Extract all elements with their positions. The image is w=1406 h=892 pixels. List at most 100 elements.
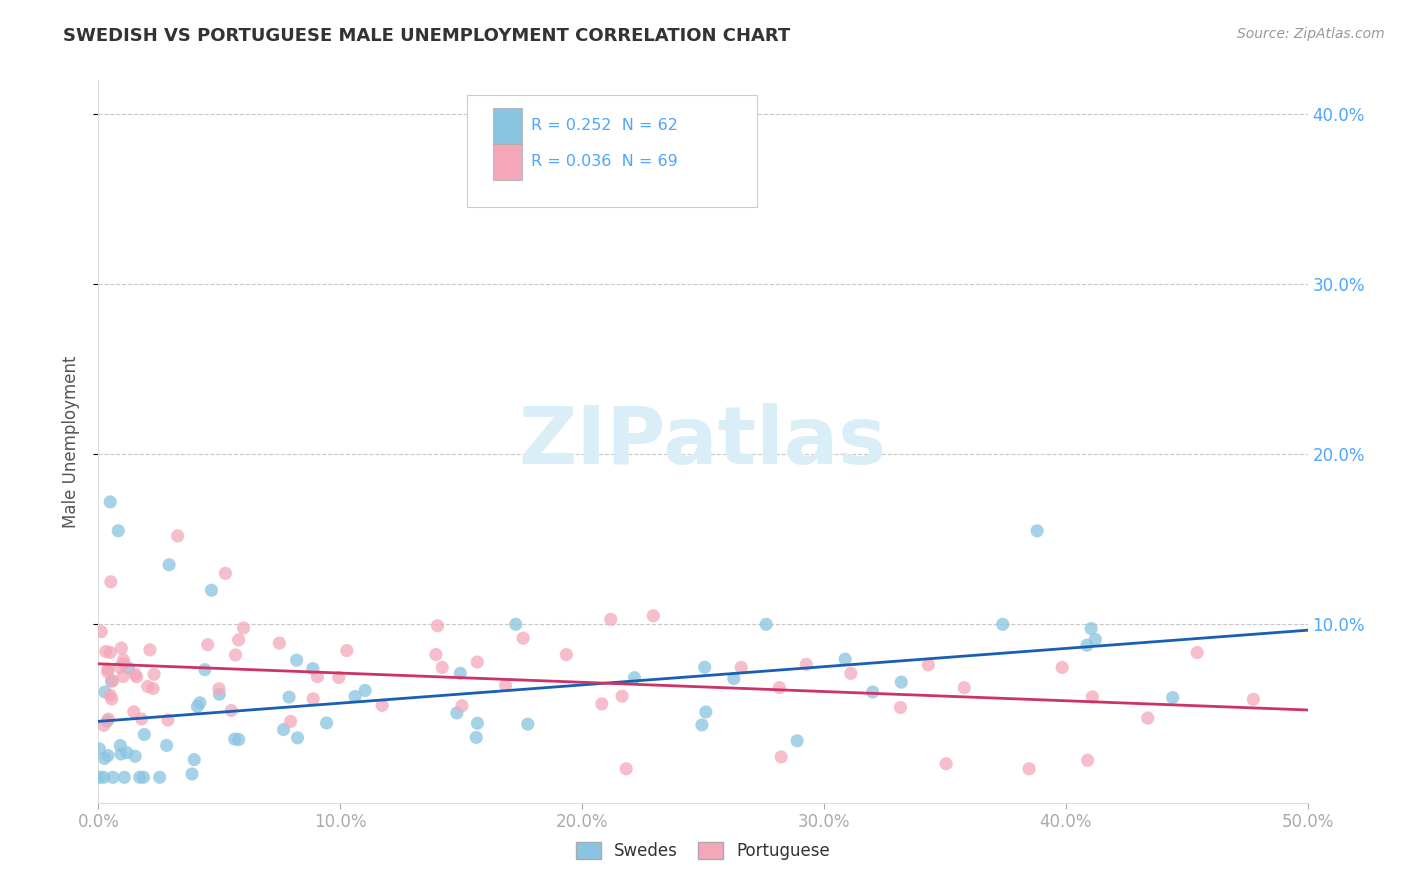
Point — [301, 662, 323, 676]
Point — [181, 767, 204, 781]
Point — [1241, 692, 1264, 706]
Point — [96, 714, 118, 728]
Text: Source: ZipAtlas.com: Source: ZipAtlas.com — [1237, 27, 1385, 41]
Point — [98, 495, 121, 509]
Point — [139, 643, 162, 657]
Point — [143, 667, 166, 681]
Point — [451, 698, 474, 713]
Point — [278, 690, 301, 705]
FancyBboxPatch shape — [492, 108, 522, 144]
Point — [110, 747, 132, 761]
Point — [307, 670, 329, 684]
Point — [643, 608, 665, 623]
Point — [183, 753, 205, 767]
Point — [110, 739, 132, 753]
Point — [112, 669, 135, 683]
Point — [269, 636, 291, 650]
Point — [89, 770, 111, 784]
Point — [1136, 711, 1159, 725]
Point — [786, 733, 808, 747]
Point — [200, 583, 222, 598]
Point — [354, 683, 377, 698]
Point — [1084, 632, 1107, 647]
Text: R = 0.252  N = 62: R = 0.252 N = 62 — [531, 119, 678, 133]
Point — [839, 666, 862, 681]
Point — [953, 681, 976, 695]
Point — [690, 718, 713, 732]
Point — [449, 666, 471, 681]
Point — [614, 762, 637, 776]
Point — [1026, 524, 1049, 538]
Point — [446, 706, 468, 720]
Point — [425, 648, 447, 662]
Point — [97, 748, 120, 763]
Point — [344, 690, 367, 704]
Point — [157, 558, 180, 572]
Point — [98, 688, 121, 702]
Point — [100, 673, 122, 688]
Point — [889, 700, 911, 714]
Point — [134, 727, 156, 741]
Point — [155, 739, 177, 753]
Point — [225, 648, 247, 662]
Point — [125, 670, 148, 684]
Point — [128, 770, 150, 784]
Point — [186, 699, 208, 714]
Point — [97, 662, 120, 676]
Point — [862, 685, 884, 699]
Point — [599, 612, 621, 626]
Point — [770, 750, 793, 764]
Point — [917, 657, 939, 672]
Point — [465, 655, 488, 669]
Point — [97, 665, 120, 679]
Point — [591, 697, 613, 711]
Point — [432, 660, 454, 674]
Point — [1076, 638, 1098, 652]
Point — [221, 704, 243, 718]
FancyBboxPatch shape — [467, 95, 758, 207]
Point — [371, 698, 394, 713]
Point — [97, 712, 120, 726]
Point — [122, 705, 145, 719]
Point — [623, 671, 645, 685]
Point — [89, 742, 111, 756]
Point — [465, 731, 488, 745]
Point — [194, 663, 217, 677]
Point — [730, 660, 752, 674]
Point — [1018, 762, 1040, 776]
Point — [136, 680, 159, 694]
Point — [188, 696, 211, 710]
Point — [112, 653, 135, 667]
Point — [228, 632, 250, 647]
Point — [94, 685, 117, 699]
Y-axis label: Male Unemployment: Male Unemployment — [62, 355, 80, 528]
Point — [93, 718, 115, 732]
Point — [132, 770, 155, 784]
Point — [755, 617, 778, 632]
Point — [273, 723, 295, 737]
Point — [935, 756, 957, 771]
Point — [834, 652, 856, 666]
Point — [112, 770, 135, 784]
Point — [101, 673, 124, 688]
Point — [1081, 690, 1104, 704]
Point — [107, 524, 129, 538]
Point — [495, 678, 517, 692]
Point — [1077, 753, 1099, 767]
Point — [336, 643, 359, 657]
Point — [610, 690, 633, 704]
Point — [117, 661, 139, 675]
Point — [426, 619, 449, 633]
Point — [108, 660, 131, 674]
Point — [208, 681, 231, 696]
Point — [723, 672, 745, 686]
Point — [302, 691, 325, 706]
Point — [512, 631, 534, 645]
Point — [224, 732, 246, 747]
Point — [285, 653, 308, 667]
Point — [208, 687, 231, 701]
Point — [315, 715, 337, 730]
Point — [287, 731, 309, 745]
Point — [110, 641, 132, 656]
Point — [101, 692, 124, 706]
